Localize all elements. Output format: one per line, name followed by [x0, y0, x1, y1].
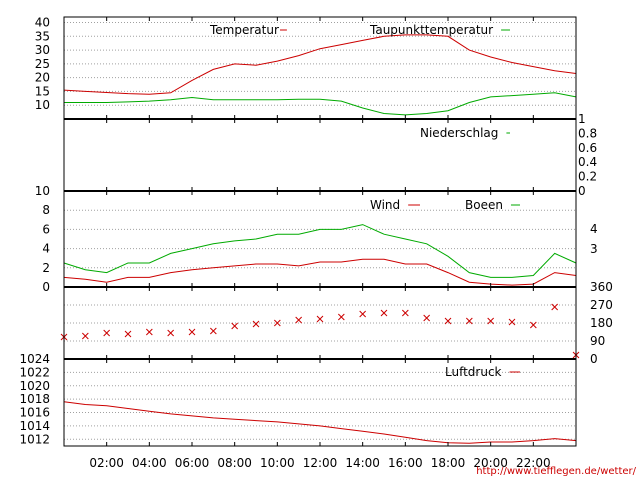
- wind-direction-point: [529, 321, 537, 329]
- y-tick-label: 8: [42, 203, 50, 217]
- legend-label: Temperatur: [209, 23, 279, 37]
- y-tick-label: 20: [35, 71, 50, 85]
- legend-layer: Temperatur Taupunkttemperatur Niederschlag…: [209, 23, 520, 379]
- wind-direction-point: [231, 322, 239, 330]
- wind-direction-point: [124, 330, 132, 338]
- y-tick-label: 1022: [19, 365, 50, 379]
- y-tick-label: 1018: [19, 392, 50, 406]
- y-tick-label: 1: [578, 112, 586, 126]
- wind-direction-point: [316, 315, 324, 323]
- wind-direction-point: [252, 320, 260, 328]
- legend-label: Taupunkttemperatur: [369, 23, 493, 37]
- series-layer: [60, 34, 580, 444]
- wind-direction-point: [487, 317, 495, 325]
- legend-label: Luftdruck: [445, 365, 502, 379]
- x-tick-label: 02:00: [89, 456, 124, 470]
- wind-direction-point: [295, 316, 303, 324]
- wind-direction-point: [337, 313, 345, 321]
- y-tick-label: 0.6: [578, 141, 597, 155]
- series-line-boeen: [63, 224, 577, 278]
- y-tick-label: 25: [35, 57, 50, 71]
- x-tick-label: 12:00: [303, 456, 338, 470]
- y-tick-label: 30: [35, 43, 50, 57]
- wind-direction-point: [167, 329, 175, 337]
- right-tick-label: 270: [590, 298, 613, 312]
- wind-direction-point: [508, 318, 516, 326]
- y-tick-label: 0.8: [578, 126, 597, 140]
- series-line-temperatur: [63, 34, 577, 95]
- x-tick-label: 16:00: [388, 456, 423, 470]
- x-tick-label: 04:00: [132, 456, 167, 470]
- wind-direction-point: [273, 319, 281, 327]
- legend-label: Wind: [370, 198, 400, 212]
- wind-direction-point: [359, 310, 367, 318]
- y-tick-label: 40: [35, 16, 50, 30]
- y-tick-label: 0: [578, 184, 586, 198]
- y-tick-label: 1024: [19, 352, 50, 366]
- wind-direction-point: [401, 309, 409, 317]
- right-tick-label: 90: [590, 334, 605, 348]
- x-tick-label: 10:00: [260, 456, 295, 470]
- legend-label: Niederschlag: [420, 126, 498, 140]
- wind-direction-point: [465, 317, 473, 325]
- legend-label: Boeen: [465, 198, 503, 212]
- y-tick-label: 1016: [19, 406, 50, 420]
- x-tick-label: 20:00: [473, 456, 508, 470]
- y-tick-label: 0.4: [578, 155, 597, 169]
- series-line-taupunkttemperatur: [64, 92, 577, 116]
- wind-direction-point: [103, 329, 111, 337]
- wind-direction-point: [423, 314, 431, 322]
- y-tick-label: 0: [42, 280, 50, 294]
- wind-direction-point: [380, 309, 388, 317]
- tick-layer: 02:00 04:00 06:00 08:00 10:00 12:00 14:00 16:00…: [19, 16, 612, 470]
- footer-url[interactable]: http://www.tiefflegen.de/wetter/: [476, 466, 636, 477]
- y-tick-label: 2: [42, 261, 50, 275]
- y-tick-label: 6: [42, 222, 50, 236]
- x-tick-label: 06:00: [175, 456, 210, 470]
- frame-layer: [63, 16, 577, 447]
- y-tick-label: 10: [35, 98, 50, 112]
- y-tick-label: 0.2: [578, 170, 597, 184]
- wind-direction-point: [551, 303, 559, 311]
- wind-direction-point: [81, 332, 89, 340]
- series-line-luftdruck: [63, 401, 577, 444]
- x-tick-label: 22:00: [516, 456, 551, 470]
- right-tick-label: 3: [590, 242, 598, 256]
- x-tick-label: 08:00: [217, 456, 252, 470]
- wind-direction-point: [188, 328, 196, 336]
- wind-direction-point: [209, 327, 217, 335]
- y-tick-label: 35: [35, 29, 50, 43]
- wind-direction-point: [145, 328, 153, 336]
- y-tick-label: 15: [35, 84, 50, 98]
- x-tick-label: 18:00: [431, 456, 466, 470]
- right-tick-label: 360: [590, 280, 613, 294]
- y-tick-label: 1020: [19, 379, 50, 393]
- y-tick-label: 4: [42, 242, 50, 256]
- y-tick-label: 1012: [19, 432, 50, 446]
- wind-direction-point: [444, 317, 452, 325]
- x-tick-label: 14:00: [345, 456, 380, 470]
- right-tick-label: 0: [590, 352, 598, 366]
- plot-frame: [63, 16, 577, 447]
- right-tick-label: 4: [590, 222, 598, 236]
- y-tick-label: 10: [35, 184, 50, 198]
- right-tick-label: 180: [590, 316, 613, 330]
- y-tick-label: 1014: [19, 419, 50, 433]
